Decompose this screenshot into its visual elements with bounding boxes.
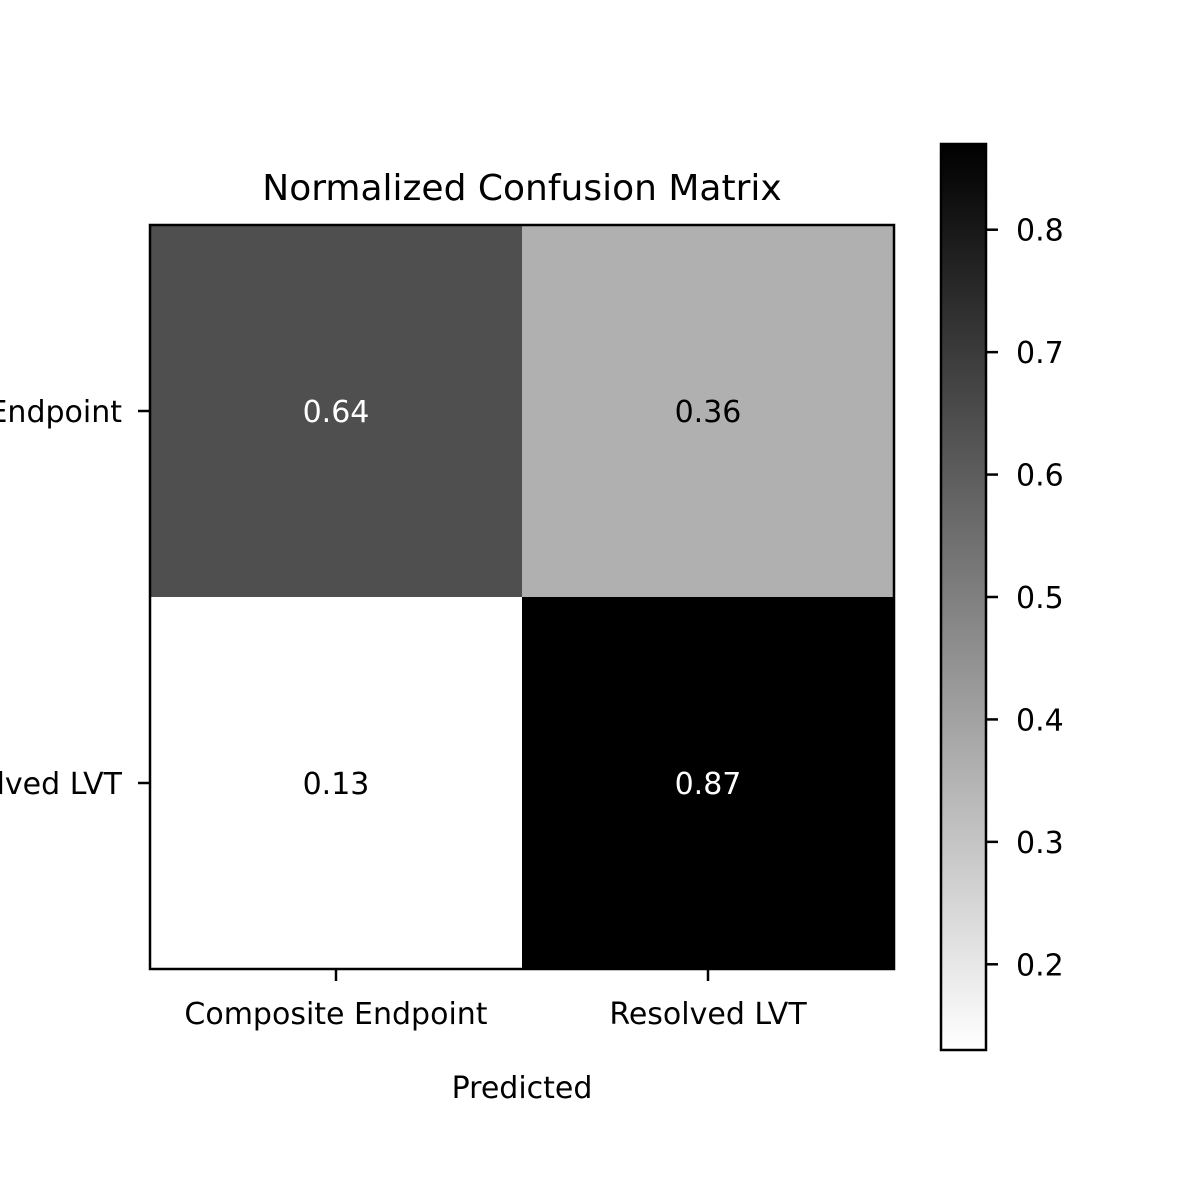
- colorbar-tick-label: 0.2: [1016, 948, 1064, 983]
- y-tick-label: Composite Endpoint: [0, 395, 122, 430]
- x-axis-label: Predicted: [452, 1071, 593, 1106]
- heatmap-cell-r0-c1: [522, 225, 894, 597]
- x-tick-label: Resolved LVT: [609, 997, 807, 1032]
- chart-title: Normalized Confusion Matrix: [262, 168, 781, 209]
- y-tick-label: Resolved LVT: [0, 767, 123, 802]
- plot-frame: [148, 223, 896, 971]
- x-tick-label: Composite Endpoint: [184, 997, 487, 1032]
- colorbar-tick-label: 0.4: [1016, 703, 1064, 738]
- x-axis-ticks: Composite Endpoint Resolved LVT: [184, 969, 807, 1032]
- heatmap-cell-r1-c0: [150, 597, 522, 969]
- cell-value-labels: 0.64 0.36 0.13 0.87: [303, 395, 742, 802]
- colorbar-ticks: 0.2 0.3 0.4 0.5 0.6 0.7 0.8: [986, 214, 1064, 983]
- heatmap-cells: [150, 225, 894, 969]
- heatmap-cell-r0-c0: [150, 225, 522, 597]
- y-axis-ticks: Composite Endpoint Resolved LVT: [0, 395, 150, 802]
- colorbar-tick-label: 0.3: [1016, 826, 1064, 861]
- cell-label-r1-c1: 0.87: [675, 767, 742, 802]
- colorbar-tick-label: 0.5: [1016, 581, 1064, 616]
- cell-label-r0-c0: 0.64: [303, 395, 370, 430]
- heatmap-cell-r1-c1: [522, 597, 894, 969]
- cell-label-r0-c1: 0.36: [675, 395, 742, 430]
- colorbar: [939, 142, 988, 1052]
- cell-label-r1-c0: 0.13: [303, 767, 370, 802]
- colorbar-tick-label: 0.6: [1016, 459, 1064, 494]
- colorbar-tick-label: 0.8: [1016, 214, 1064, 249]
- colorbar-tick-label: 0.7: [1016, 336, 1064, 371]
